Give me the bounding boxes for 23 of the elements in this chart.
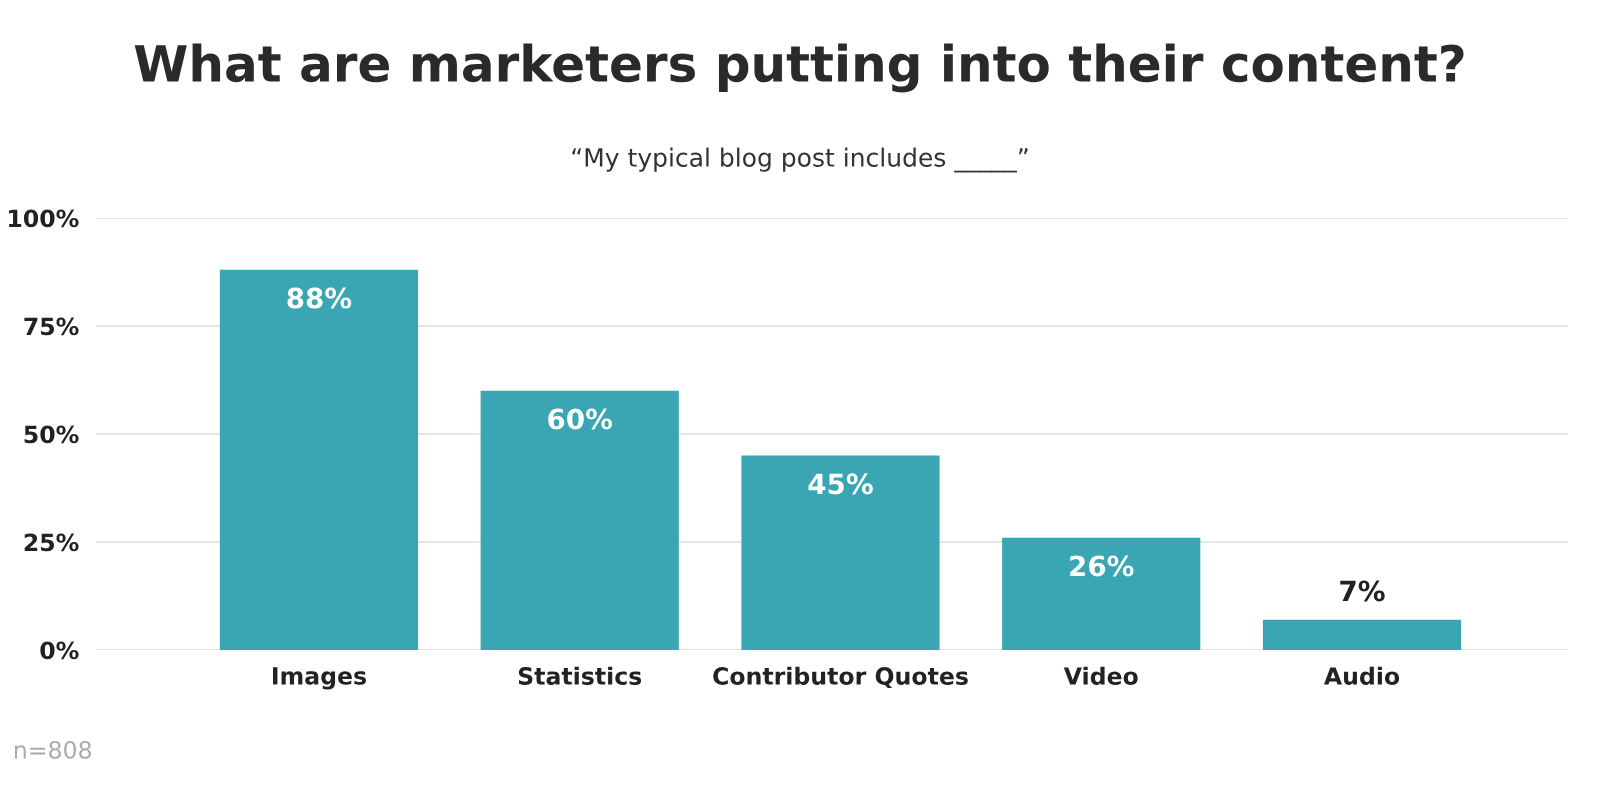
data-label: 26% (1070, 555, 1134, 577)
bar (1002, 537, 1201, 650)
y-tick-label: 25% (24, 533, 79, 552)
data-label: 60% (548, 408, 613, 430)
x-tick-label: Statistics (518, 666, 642, 685)
bar (1262, 619, 1462, 650)
bar (741, 455, 940, 650)
y-tick-label: 0% (40, 641, 79, 660)
data-label: 88% (287, 287, 352, 309)
x-tick-label: Video (1063, 666, 1138, 685)
bar (480, 390, 679, 650)
x-tick-label: Audio (1323, 666, 1400, 685)
y-tick-label: 75% (24, 317, 79, 336)
y-tick-label: 50% (24, 425, 79, 444)
data-label: 7% (1340, 580, 1385, 602)
data-label: 45% (808, 473, 873, 495)
y-tick-label: 100% (9, 209, 79, 228)
x-tick-label: Images (272, 667, 366, 690)
text: n=808 (14, 740, 91, 759)
bar (219, 269, 419, 650)
chart-title: What are marketers putting into their content? (134, 43, 1464, 93)
chart-subtitle: “My typical blog post includes _____” (572, 147, 1028, 173)
x-tick-label: Contributor Quotes (713, 666, 968, 689)
